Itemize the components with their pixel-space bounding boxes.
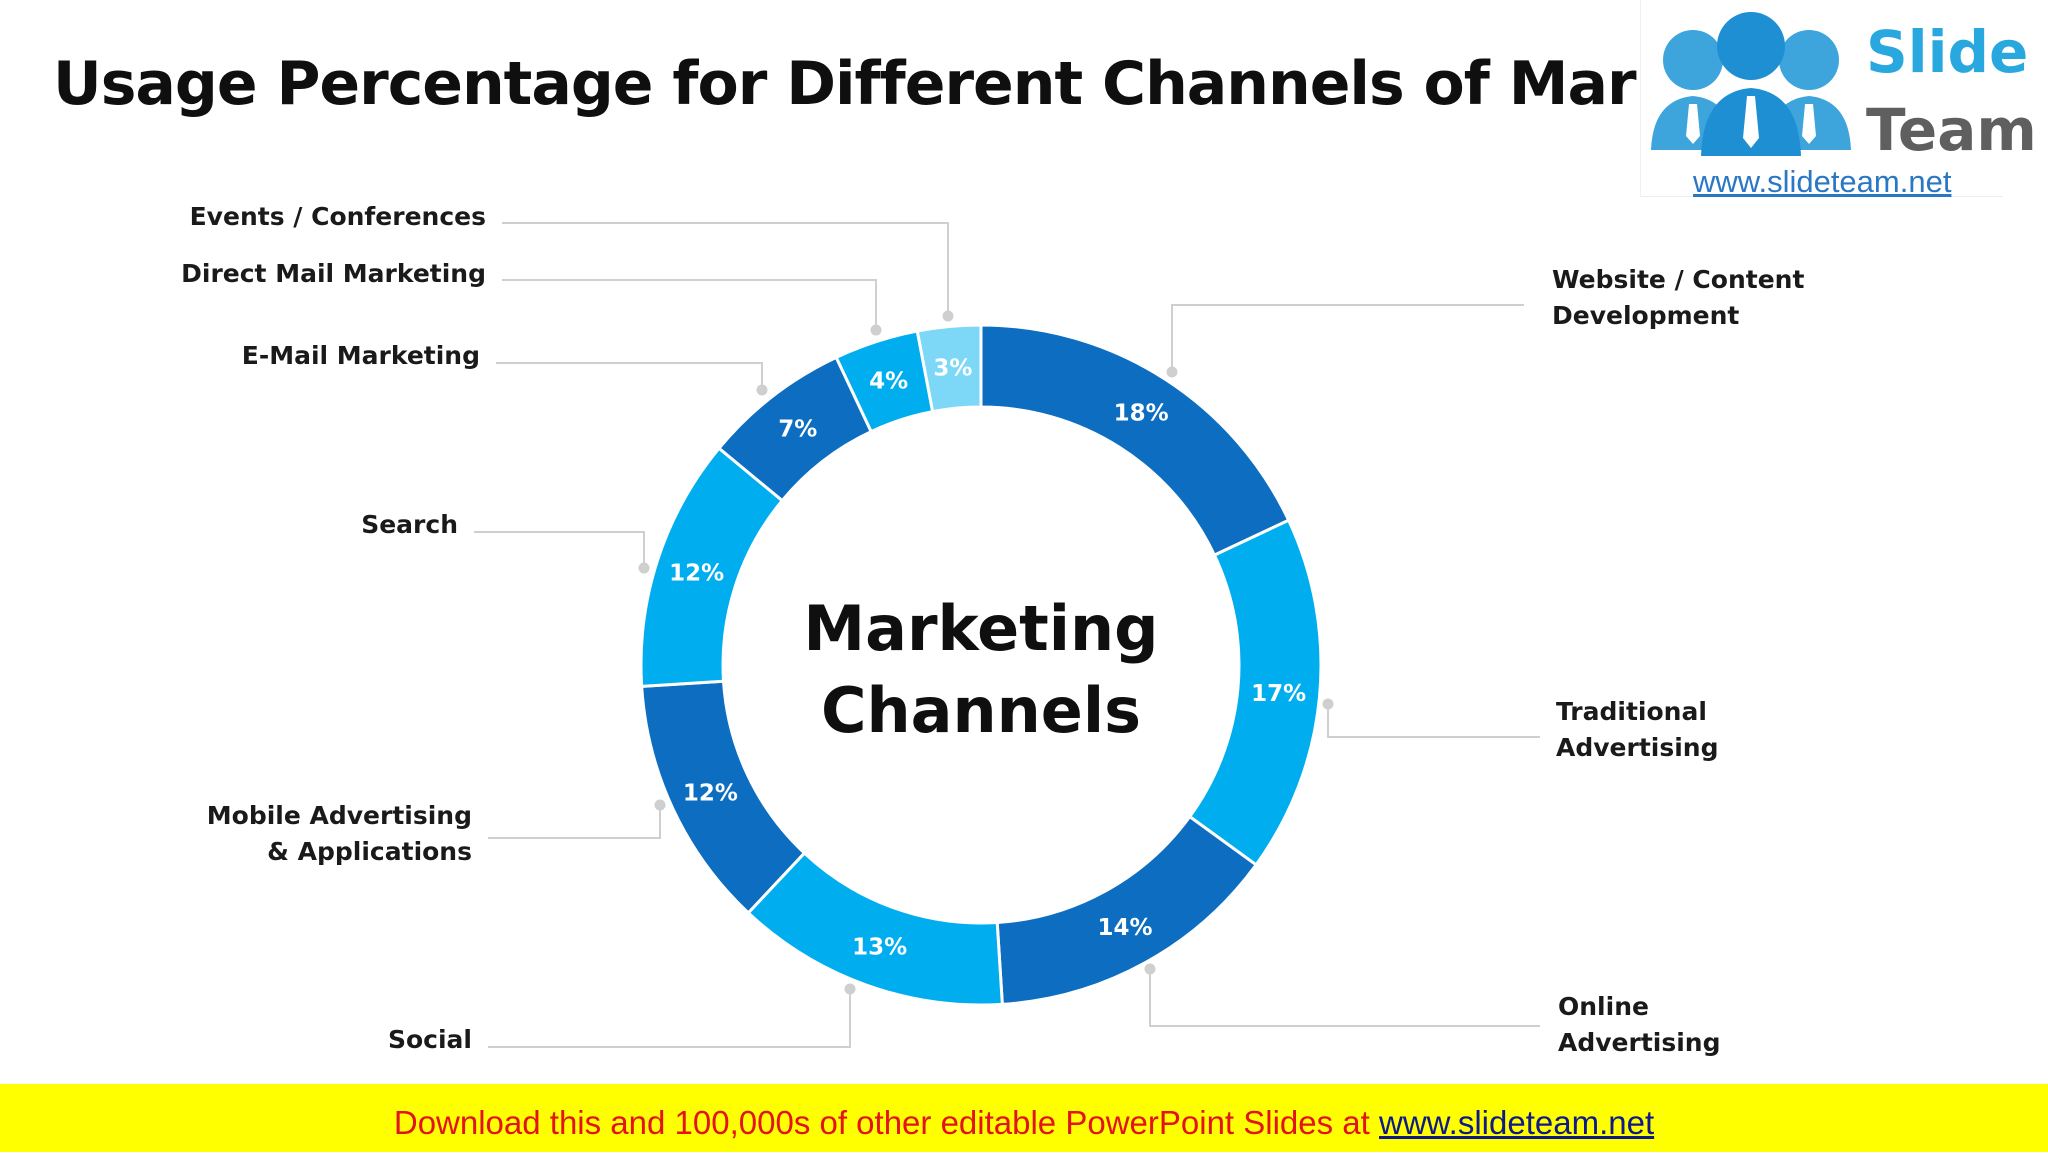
center-label: Channels — [821, 674, 1141, 747]
slice-percent-label: 13% — [852, 934, 907, 960]
slice-percent-label: 12% — [683, 780, 738, 806]
donut-slice — [915, 323, 983, 414]
donut-slice — [979, 323, 1291, 558]
leader-dot — [654, 799, 666, 811]
banner-text: Download this and 100,000s of other edit… — [393, 1104, 1379, 1141]
category-label: Advertising — [1558, 1028, 1721, 1057]
leader-line — [1149, 969, 1540, 1027]
leader-line — [502, 222, 949, 316]
leader-line — [1327, 704, 1540, 738]
leader-line — [488, 805, 661, 839]
category-label: Search — [361, 510, 458, 539]
category-label: Mobile Advertising — [207, 801, 472, 830]
slice-percent-label: 3% — [933, 355, 972, 381]
leader-dot — [756, 384, 768, 396]
slice-percent-label: 17% — [1251, 681, 1306, 707]
category-label: & Applications — [267, 837, 472, 866]
people-group-icon — [1651, 12, 1851, 156]
leader-dot — [1322, 698, 1334, 710]
leader-line — [1171, 304, 1524, 372]
donut-slice — [995, 814, 1259, 1006]
leader-dot — [1166, 366, 1178, 378]
leader-dot — [844, 983, 856, 995]
logo-word-slide: Slide — [1866, 18, 2029, 86]
leader-dot — [638, 562, 650, 574]
leader-line — [488, 989, 851, 1048]
category-label: Online — [1558, 992, 1649, 1021]
category-label: Advertising — [1556, 733, 1719, 762]
logo-url-link[interactable]: www.slideteam.net — [1693, 164, 1952, 199]
logo-word-team: Team — [1866, 96, 2037, 164]
slice-percent-label: 7% — [778, 417, 817, 443]
category-label: Website / Content — [1552, 265, 1804, 294]
banner-link[interactable]: www.slideteam.net — [1379, 1104, 1655, 1141]
category-label: Direct Mail Marketing — [181, 259, 486, 288]
donut-slice — [746, 850, 1004, 1007]
slice-percent-label: 18% — [1114, 401, 1169, 427]
leader-line — [474, 531, 645, 568]
slice-percent-label: 12% — [669, 561, 724, 587]
download-banner: Download this and 100,000s of other edit… — [0, 1084, 2048, 1152]
leader-line — [496, 362, 763, 390]
center-label: Marketing — [803, 592, 1158, 665]
category-label: Social — [388, 1025, 472, 1054]
leader-dot — [942, 310, 954, 322]
slice-percent-label: 14% — [1098, 915, 1153, 941]
slide-title: Usage Percentage for Different Channels … — [53, 49, 1844, 119]
category-label: Development — [1552, 301, 1739, 330]
leader-line — [502, 279, 877, 330]
slideteam-logo[interactable]: Slide Team www.slideteam.net — [1640, 0, 2037, 199]
category-label: Events / Conferences — [190, 202, 486, 231]
leader-dot — [870, 324, 882, 336]
category-label: E-Mail Marketing — [242, 341, 480, 370]
slice-percent-label: 4% — [869, 369, 908, 395]
leader-dot — [1144, 963, 1156, 975]
category-label: Traditional — [1556, 697, 1707, 726]
